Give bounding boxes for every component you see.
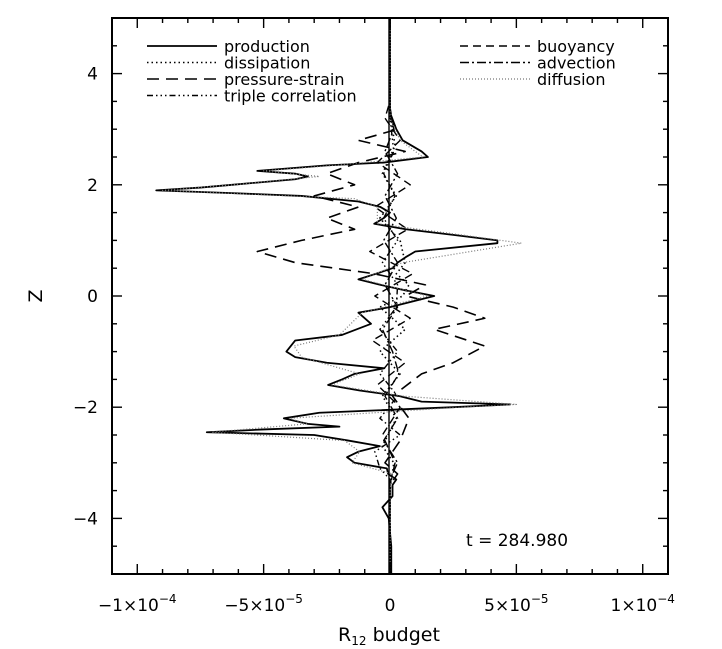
legend-label: pressure-strain — [224, 70, 344, 89]
y-tick-label: −4 — [73, 509, 98, 529]
x-tick-label-exponent: −5 — [531, 592, 549, 606]
x-tick-label: 5×10−5 — [484, 592, 548, 616]
series-line-pressure-strain — [256, 18, 486, 574]
x-axis-label-main: R — [338, 624, 351, 646]
legend-label: diffusion — [537, 70, 605, 89]
x-tick-label-mantissa: 0 — [385, 596, 396, 616]
x-tick-label-exponent: −5 — [285, 592, 303, 606]
x-tick-label-mantissa: 1×10 — [611, 596, 658, 616]
x-axis-label-subscript: 12 — [351, 634, 366, 648]
legend-label: production — [224, 37, 310, 56]
y-tick-label: 4 — [87, 65, 98, 85]
x-tick-label-mantissa: −5×10 — [224, 596, 285, 616]
y-tick-labels: −4 −2 0 2 4 — [73, 65, 98, 530]
series-line-buoyancy — [369, 18, 414, 574]
y-tick-label: 2 — [87, 176, 98, 196]
x-axis-label-suffix: budget — [367, 624, 440, 646]
x-tick-labels: −1×10−4 −5×10−5 0 5×10−5 1×10−4 — [98, 592, 675, 616]
legend-label: triple correlation — [224, 87, 357, 106]
x-tick-label: 1×10−4 — [611, 592, 675, 616]
ticks-layer — [112, 17, 668, 575]
x-tick-label: 0 — [385, 596, 396, 616]
x-tick-label-mantissa: 5×10 — [484, 596, 531, 616]
series-line-advection — [381, 18, 400, 574]
y-axis-label: Z — [25, 289, 47, 302]
legend: productiondissipationpressure-straintrip… — [147, 37, 616, 106]
x-tick-label-exponent: −4 — [159, 592, 177, 606]
y-tick-label: 0 — [87, 287, 98, 307]
x-axis-label: R12 budget — [338, 624, 440, 648]
series-line-triple-correlation — [374, 18, 401, 574]
series-layer — [155, 18, 523, 574]
legend-label: advection — [537, 54, 616, 73]
x-tick-label: −5×10−5 — [224, 592, 303, 616]
legend-label: dissipation — [224, 54, 310, 73]
x-tick-label: −1×10−4 — [98, 592, 177, 616]
y-tick-label: −2 — [73, 398, 98, 418]
x-tick-label-exponent: −4 — [657, 592, 675, 606]
legend-label: buoyancy — [537, 37, 615, 56]
x-tick-label-mantissa: −1×10 — [98, 596, 159, 616]
series-line-dissipation — [379, 18, 410, 574]
time-annotation: t = 284.980 — [466, 531, 568, 551]
series-line-diffusion — [161, 18, 523, 574]
